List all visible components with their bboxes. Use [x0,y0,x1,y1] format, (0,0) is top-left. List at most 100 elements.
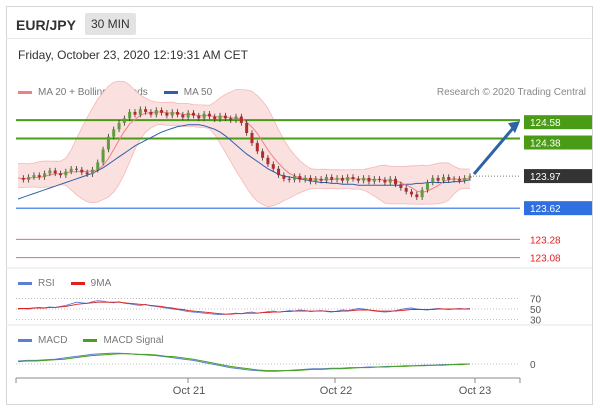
candle-body [181,114,185,118]
candle-body [287,178,291,180]
candle-body [308,177,312,182]
candle-body [356,178,360,181]
candle-body [160,110,164,113]
bollinger-lower [17,123,471,208]
candle-body [197,115,201,119]
rsi-tick-label: 30 [530,315,542,326]
legend-9ma: 9MA [70,278,111,289]
candle-body [186,112,190,118]
legend-label: MACD Signal [103,335,164,346]
legend-bollinger: MA 20 + Bollinger Bands [18,87,148,98]
candle-body [239,116,243,123]
candle-body [346,177,350,181]
macd-legend: MACD MACD Signal [18,335,179,346]
candle-body [367,177,371,182]
candle-body [48,170,52,174]
candle-body [128,111,132,119]
price-legend: MA 20 + Bollinger Bands MA 50 [18,87,228,98]
candle-body [431,177,435,183]
candle-body [64,171,68,176]
candle-body [43,173,47,177]
candle-body [53,170,57,174]
candle-body [122,118,126,123]
legend-label: MA 20 + Bollinger Bands [38,87,148,98]
legend-ma50: MA 50 [163,87,213,98]
candle-body [266,157,270,165]
rsi-legend: RSI 9MA [18,278,127,289]
candle-body [436,177,440,181]
candle-body [106,136,110,150]
macd-tick-label: 0 [530,360,536,371]
level-label-bg [524,135,592,150]
rsi-series-line [17,300,471,316]
candle-body [378,178,382,180]
candle-body [388,178,392,183]
candle-body [457,178,461,181]
x-tick-label: Oct 21 [173,385,205,397]
candle-body [21,177,25,180]
candle-body [452,178,456,180]
candle-body [144,109,148,112]
bollinger-upper [17,80,470,171]
candle-body [250,133,254,144]
candle-body [404,188,408,192]
candle-body [447,177,451,180]
candle-body [351,177,355,179]
projection-arrow [472,127,515,176]
candle-body [59,173,63,176]
legend-swatch [18,339,32,342]
candle-body [69,168,73,172]
candle-body [372,178,376,182]
timeframe-badge[interactable]: 30 MIN [85,13,136,35]
level-label: 123.28 [530,235,561,246]
candle-body [468,176,472,178]
candle-body [90,169,94,175]
candle-body [202,113,206,119]
candle-body [213,116,217,120]
candle-body [271,164,275,169]
legend-label: MA 50 [183,87,213,98]
candle-body [362,177,366,181]
candle-body [314,178,318,182]
candle-body [149,111,153,115]
candle-body [207,113,211,117]
legend-swatch [163,91,178,94]
candle-body [96,162,100,170]
chart-frame [6,6,593,405]
candle-body [335,177,339,180]
candle-body [298,176,302,180]
candle-body [133,111,137,115]
level-label: 123.08 [530,254,561,265]
level-label-bg [524,115,592,130]
candle-body [229,118,233,121]
candle-body [383,179,387,183]
candle-body [80,169,84,173]
candle-body [112,129,116,137]
candle-body [394,178,398,185]
candle-body [101,149,105,163]
legend-swatch [18,282,32,285]
level-label-bg [524,169,592,184]
legend-rsi: RSI [18,278,55,289]
candle-body [410,191,414,195]
rsi-tick-label: 70 [530,295,542,306]
research-credit: Research © 2020 Trading Central [436,87,586,98]
candle-body [425,182,429,190]
candle-body [218,115,222,120]
candle-body [415,194,419,198]
level-label: 123.62 [530,204,561,215]
level-label: 124.58 [530,118,561,129]
legend-macd-signal: MACD Signal [83,335,163,346]
currency-pair-title: EUR/JPY [16,17,76,33]
candle-body [399,184,403,188]
candle-body [154,110,158,115]
legend-swatch [83,339,98,342]
candle-body [223,115,227,119]
candle-body [282,175,286,179]
candle-body [27,177,31,180]
candle-body [330,177,334,180]
candle-body [191,112,195,116]
candle-body [117,122,121,130]
candle-body [441,177,445,181]
rsi-tick-label: 50 [530,305,542,316]
